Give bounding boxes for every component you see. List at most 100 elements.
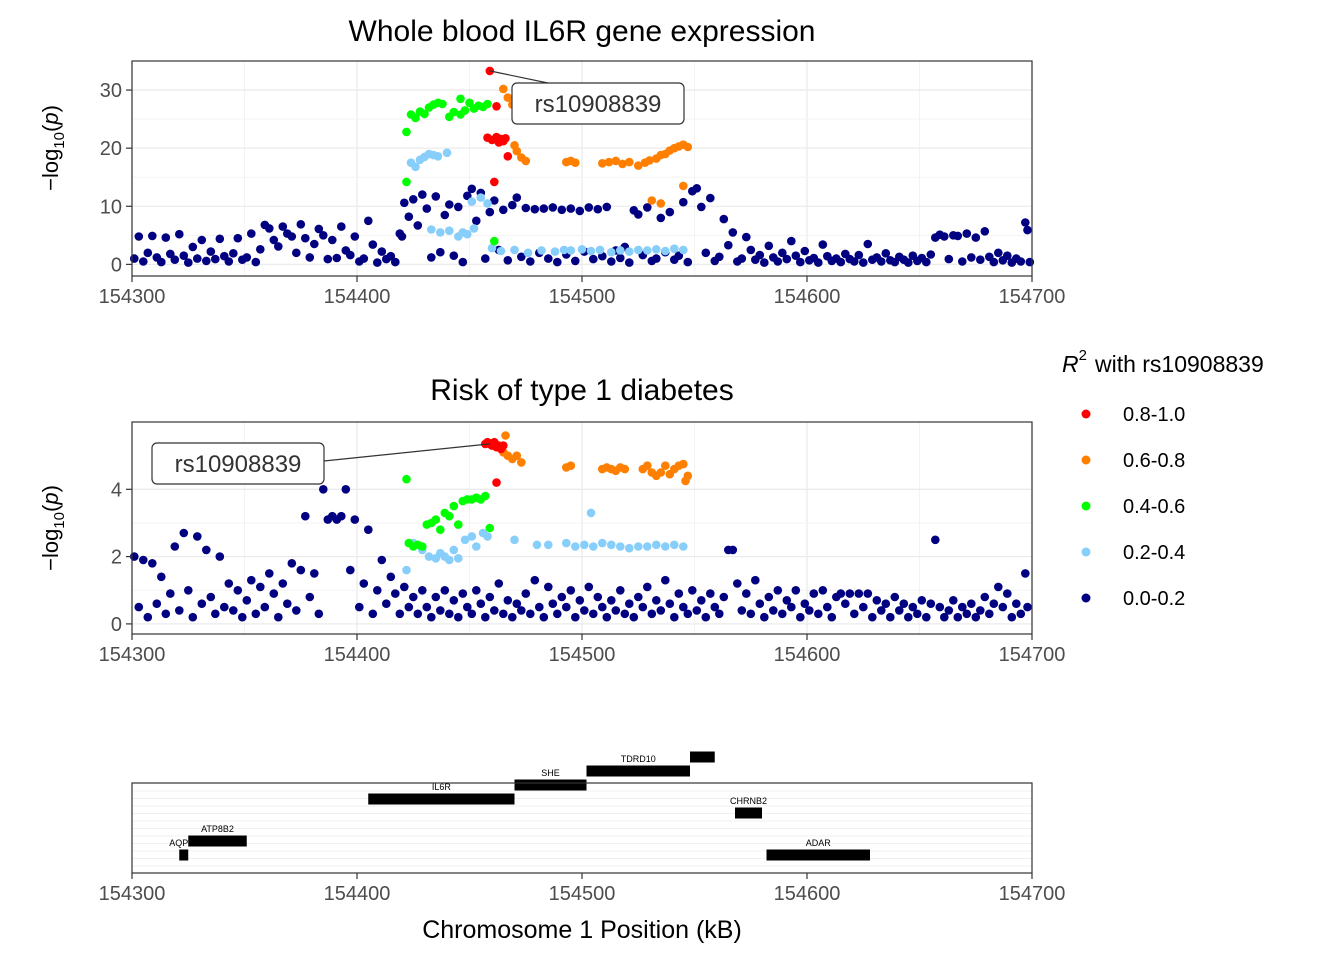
diabetes-point	[224, 579, 234, 588]
expression-point	[1016, 257, 1026, 266]
expression-point	[661, 246, 670, 256]
expression-point	[481, 254, 490, 263]
expression-point	[305, 253, 315, 262]
diabetes-point	[746, 609, 756, 619]
expression-point	[476, 193, 486, 202]
diabetes-point	[1012, 599, 1021, 608]
diabetes-point	[611, 606, 621, 615]
diabetes-point	[287, 559, 297, 568]
expression-point	[490, 177, 499, 187]
diabetes-point	[454, 612, 463, 622]
diabetes-point	[796, 612, 805, 622]
diabetes-point	[395, 609, 405, 619]
diabetes-point	[260, 602, 270, 612]
expression-point	[454, 202, 463, 212]
genes-grid	[132, 790, 1032, 867]
diabetes-point	[926, 599, 936, 608]
expression-point	[715, 252, 724, 262]
expression-point	[215, 234, 225, 244]
diabetes-point	[215, 552, 225, 561]
diabetes-point	[652, 596, 661, 605]
expression-point	[510, 141, 519, 150]
diabetes-point	[827, 612, 837, 622]
diabetes-xtick-label: 154700	[999, 644, 1066, 666]
gene-bar	[690, 751, 715, 763]
expression-point	[796, 257, 805, 267]
diabetes-point	[355, 602, 364, 612]
expression-point	[604, 157, 614, 167]
expression-point	[719, 214, 729, 224]
diabetes-point	[980, 592, 990, 602]
gene-label: TDRD10	[621, 754, 656, 764]
expression-point	[755, 250, 765, 260]
expression-point	[625, 247, 634, 256]
diabetes-point	[877, 606, 886, 615]
expression-point	[265, 224, 274, 233]
expression-point	[652, 254, 661, 263]
gene-bar	[188, 835, 247, 847]
diabetes-point	[206, 592, 216, 602]
diabetes-point	[238, 612, 247, 622]
expression-point	[539, 204, 549, 213]
diabetes-point	[402, 565, 411, 575]
expression-point	[787, 236, 796, 246]
diabetes-point	[463, 602, 472, 612]
expression-point	[413, 221, 423, 230]
expression-point	[397, 232, 407, 241]
expression-point	[850, 257, 859, 266]
diabetes-point	[863, 589, 873, 598]
expression-point	[967, 253, 976, 262]
diabetes-point	[467, 532, 477, 541]
gene-bar	[368, 793, 515, 805]
diabetes-point	[584, 582, 594, 592]
diabetes-point	[643, 542, 652, 551]
diabetes-point	[373, 586, 382, 595]
diabetes-point	[404, 602, 414, 612]
diabetes-point	[998, 602, 1008, 612]
svg-text:−log10(p): −log10(p)	[38, 485, 68, 571]
diabetes-point	[607, 596, 616, 605]
legend-title-superscript: 2	[1079, 347, 1087, 364]
expression-point	[670, 244, 679, 253]
diabetes-point	[787, 602, 796, 612]
diabetes-point	[940, 612, 949, 622]
expression-point	[577, 245, 587, 254]
expression-point	[523, 248, 533, 258]
expression-point	[377, 247, 387, 256]
gene-bar	[514, 779, 587, 791]
expression-point	[652, 245, 661, 254]
expression-point	[255, 245, 265, 254]
expression-point	[566, 246, 576, 255]
expression-point	[420, 109, 429, 119]
legend-label: 0.2-0.4	[1123, 542, 1185, 564]
diabetes-point	[958, 602, 967, 612]
diabetes-point	[913, 609, 922, 619]
diabetes-point	[1023, 602, 1032, 612]
gene-label: CHRNB2	[730, 796, 767, 806]
expression-point	[170, 255, 180, 264]
expression-point	[490, 236, 499, 246]
expression-point	[274, 242, 283, 251]
panel-diabetes-ylabel: −log10(p)	[38, 485, 68, 571]
diabetes-point	[449, 596, 459, 605]
expression-point	[418, 190, 427, 199]
expression-point	[494, 138, 504, 147]
expression-point	[618, 159, 627, 169]
expression-point	[859, 258, 868, 267]
legend-label: 0.4-0.6	[1123, 496, 1185, 518]
expression-point	[445, 200, 454, 209]
diabetes-point	[1007, 612, 1017, 622]
expression-point	[607, 257, 616, 266]
expression-point	[818, 240, 828, 249]
diabetes-point	[472, 586, 481, 595]
expression-point	[611, 156, 621, 166]
gene-bar	[179, 849, 189, 861]
diabetes-point	[634, 542, 643, 551]
diabetes-point	[490, 606, 499, 615]
gene-bar	[586, 765, 690, 777]
panel-expression-ylabel: −log10(p)	[38, 105, 68, 191]
diabetes-point	[643, 582, 652, 592]
expression-point	[202, 256, 211, 266]
diabetes-point	[521, 589, 531, 598]
